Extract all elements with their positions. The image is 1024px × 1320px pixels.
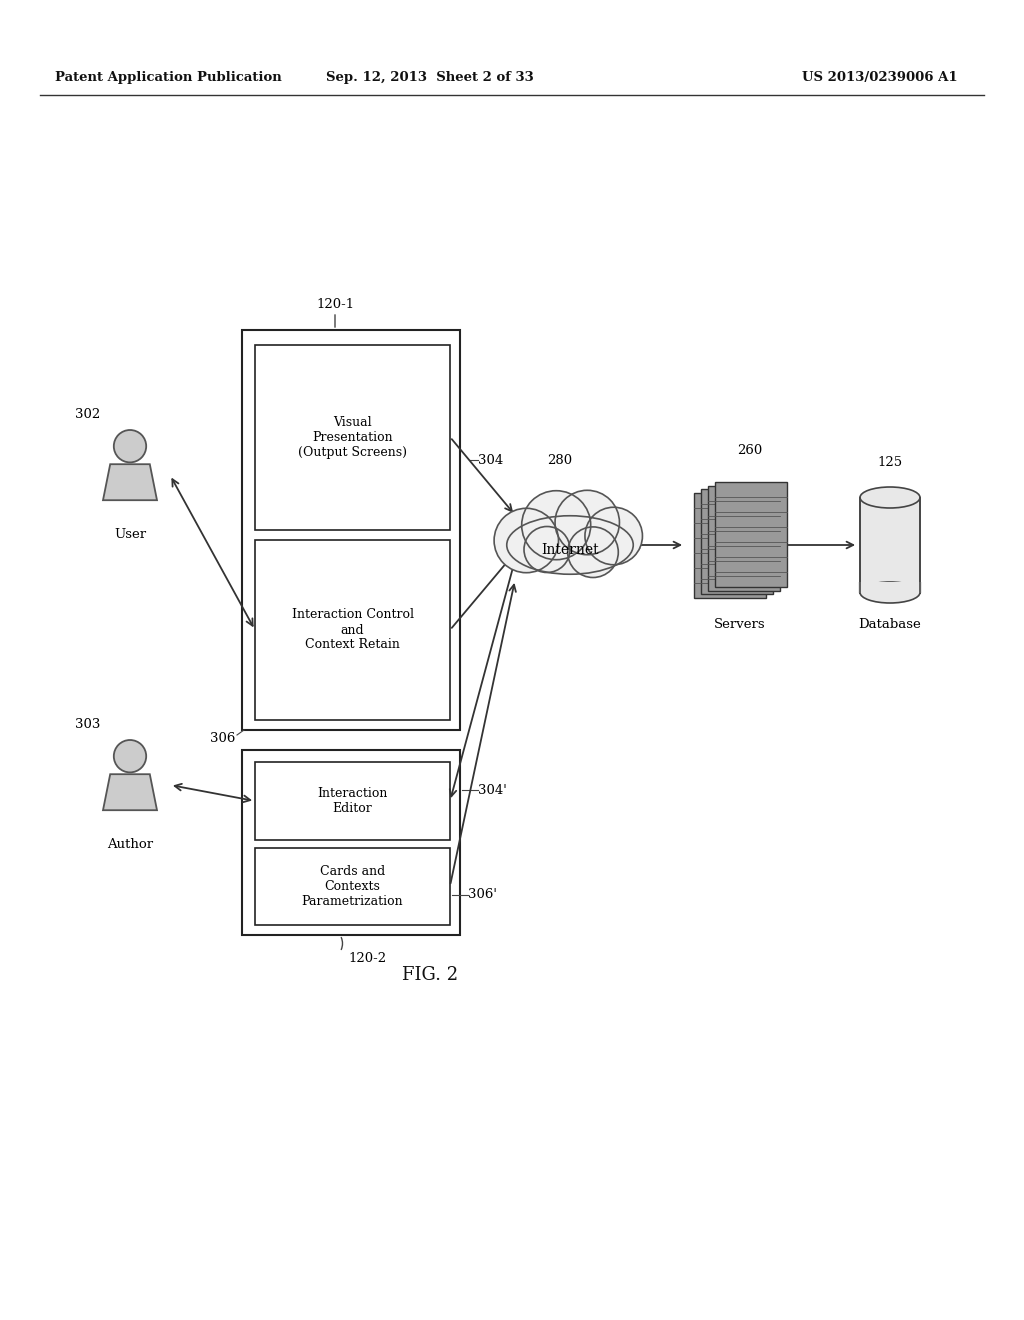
Bar (242, 330, 460, 730)
Bar (255, 847, 450, 925)
Circle shape (585, 507, 642, 565)
Bar (715, 482, 787, 587)
Circle shape (555, 490, 620, 554)
Text: Interaction Control
and
Context Retain: Interaction Control and Context Retain (292, 609, 414, 652)
Text: 302: 302 (75, 408, 100, 421)
Text: 260: 260 (737, 444, 763, 457)
Bar (858, 582, 922, 593)
Text: 304: 304 (478, 454, 503, 466)
Bar (255, 345, 450, 531)
Bar (701, 488, 773, 594)
Polygon shape (103, 465, 157, 500)
Text: 120-1: 120-1 (316, 298, 354, 312)
Text: Interaction
Editor: Interaction Editor (317, 787, 388, 814)
Text: 120-2: 120-2 (348, 952, 386, 965)
Ellipse shape (860, 582, 920, 603)
Ellipse shape (860, 487, 920, 508)
Polygon shape (103, 775, 157, 810)
Ellipse shape (507, 516, 633, 574)
Text: Sep. 12, 2013  Sheet 2 of 33: Sep. 12, 2013 Sheet 2 of 33 (326, 71, 534, 84)
Text: FIG. 2: FIG. 2 (402, 966, 458, 983)
Text: Cards and
Contexts
Parametrization: Cards and Contexts Parametrization (302, 865, 403, 908)
Bar (255, 540, 450, 719)
Circle shape (495, 508, 558, 573)
Text: Database: Database (859, 619, 922, 631)
Text: Visual
Presentation
(Output Screens): Visual Presentation (Output Screens) (298, 416, 407, 459)
Text: US 2013/0239006 A1: US 2013/0239006 A1 (802, 71, 957, 84)
Text: 304': 304' (478, 784, 507, 796)
Circle shape (114, 430, 146, 462)
Bar (708, 486, 780, 590)
Text: Servers: Servers (714, 619, 766, 631)
Text: 303: 303 (75, 718, 100, 731)
Text: 125: 125 (878, 455, 902, 469)
Bar (860, 498, 920, 593)
Text: 306': 306' (468, 888, 497, 902)
Circle shape (521, 491, 591, 560)
Circle shape (567, 527, 618, 578)
Bar (242, 750, 460, 935)
Text: User: User (114, 528, 146, 541)
Bar (255, 762, 450, 840)
Text: 306: 306 (210, 731, 234, 744)
Text: Internet: Internet (542, 543, 599, 557)
Text: 280: 280 (548, 454, 572, 466)
Circle shape (114, 741, 146, 772)
Text: Patent Application Publication: Patent Application Publication (55, 71, 282, 84)
Bar (694, 492, 766, 598)
Text: Author: Author (106, 838, 153, 851)
Circle shape (524, 527, 570, 573)
